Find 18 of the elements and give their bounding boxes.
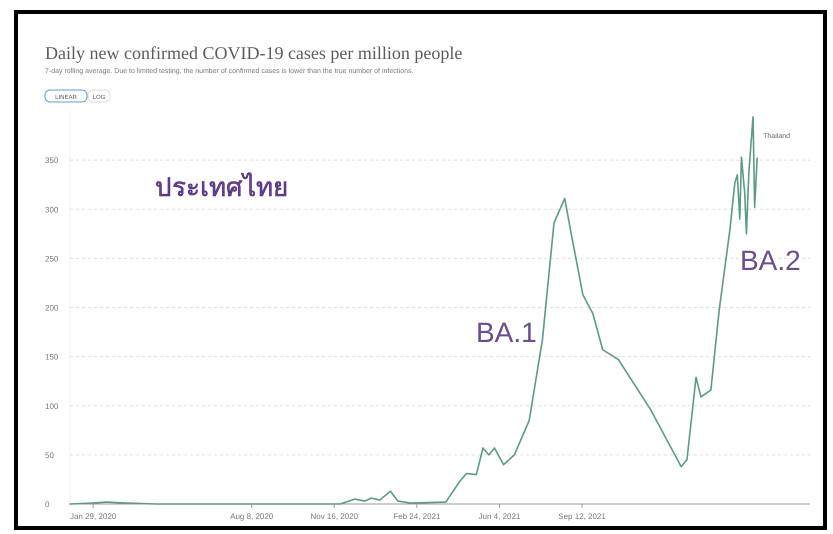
x-tick-label: Jun 4, 2021 bbox=[478, 512, 521, 521]
y-tick-label: 300 bbox=[45, 205, 59, 214]
x-tick-label: Sep 12, 2021 bbox=[558, 512, 606, 521]
annotation: BA.1 bbox=[476, 317, 537, 348]
x-tick-label: Feb 24, 2021 bbox=[393, 512, 441, 521]
x-tick-label: Jan 29, 2020 bbox=[70, 512, 117, 521]
y-tick-label: 350 bbox=[45, 156, 59, 166]
y-tick-label: 100 bbox=[45, 402, 59, 411]
chart-title: Daily new confirmed COVID-19 cases per million people bbox=[45, 43, 462, 63]
y-tick-label: 0 bbox=[45, 500, 50, 509]
annotation: BA.2 bbox=[740, 245, 801, 276]
y-tick-label: 200 bbox=[45, 304, 59, 312]
x-tick-label: Nov 16, 2020 bbox=[310, 512, 359, 521]
y-tick-label: 50 bbox=[45, 450, 54, 460]
y-tick-label: 150 bbox=[45, 352, 59, 362]
annotation: ประเทศไทย bbox=[155, 172, 288, 203]
x-tick-label: Aug 8, 2020 bbox=[230, 512, 274, 521]
y-tick-label: 250 bbox=[45, 254, 59, 264]
